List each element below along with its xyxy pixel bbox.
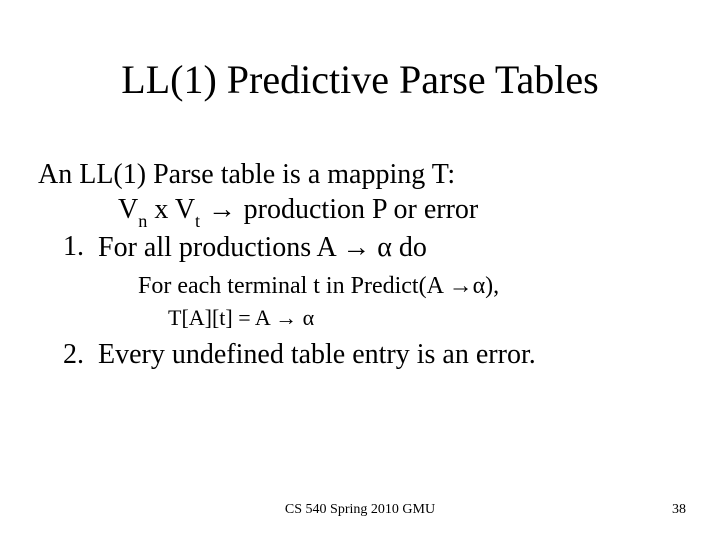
mapping-post: production P or error xyxy=(244,194,479,225)
item1-pre: For all productions A xyxy=(98,232,342,263)
item1-sub1: For each terminal t in Predict(A →α), xyxy=(38,271,690,301)
item1-post: α do xyxy=(370,232,427,263)
page-number: 38 xyxy=(672,502,686,518)
item1-number: 1. xyxy=(38,230,98,265)
mapping-sub-n: n xyxy=(138,211,147,231)
footer-center: CS 540 Spring 2010 GMU xyxy=(0,502,720,518)
sub1-pre: For each terminal t in Predict(A xyxy=(138,273,449,299)
sub2-post: α xyxy=(297,305,314,330)
slide-body: An LL(1) Parse table is a mapping T: Vn … xyxy=(38,158,690,372)
mapping-sub-t: t xyxy=(195,211,200,231)
sub2-arrow-icon: → xyxy=(275,305,297,330)
item1-text: For all productions A → α do xyxy=(98,230,690,265)
sub1-post: α), xyxy=(473,273,500,299)
intro-line: An LL(1) Parse table is a mapping T: xyxy=(38,158,690,192)
mapping-arrow-icon: → xyxy=(200,193,244,224)
item2-text: Every undefined table entry is an error. xyxy=(98,338,690,372)
item1-sub2: T[A][t] = A → α xyxy=(38,305,690,332)
slide-title: LL(1) Predictive Parse Tables xyxy=(0,58,720,102)
sub2-pre: T[A][t] = A xyxy=(168,305,275,330)
sub1-arrow-icon: → xyxy=(449,272,473,299)
list-item-1: 1. For all productions A → α do xyxy=(38,230,690,265)
mapping-line: Vn x Vt → production P or error xyxy=(38,192,690,230)
mapping-vn-v: V xyxy=(118,194,138,225)
slide: LL(1) Predictive Parse Tables An LL(1) P… xyxy=(0,0,720,540)
item1-arrow-icon: → xyxy=(342,231,370,262)
item2-number: 2. xyxy=(38,338,98,372)
mapping-mid: x V xyxy=(147,194,195,225)
list-item-2: 2. Every undefined table entry is an err… xyxy=(38,338,690,372)
